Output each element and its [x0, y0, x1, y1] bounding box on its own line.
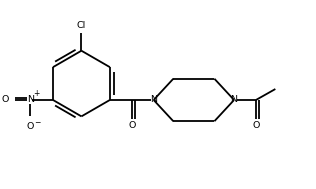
Text: N: N — [27, 95, 34, 105]
Text: N: N — [150, 95, 157, 105]
Text: O: O — [129, 121, 136, 130]
Text: N: N — [231, 95, 238, 105]
Text: Cl: Cl — [77, 21, 86, 30]
Text: +: + — [33, 89, 40, 98]
Text: O: O — [27, 122, 34, 131]
Text: −: − — [34, 118, 40, 127]
Text: O: O — [1, 95, 9, 105]
Text: O: O — [252, 121, 260, 130]
